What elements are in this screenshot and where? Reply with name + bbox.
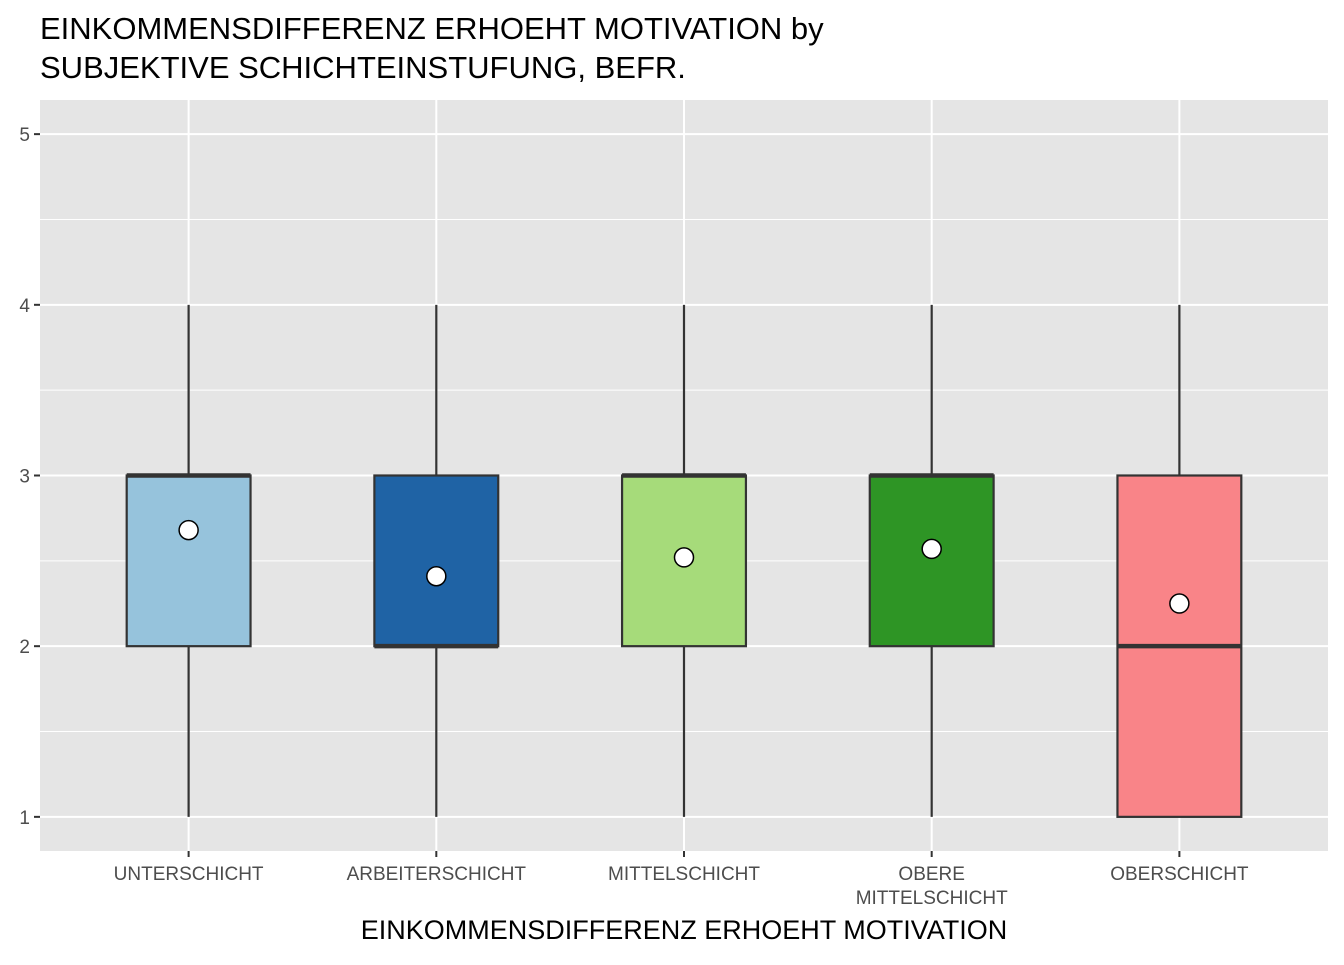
mean-point	[921, 538, 942, 560]
x-tick-label: OBERSCHICHT	[1110, 864, 1249, 885]
y-tick-label: 5	[19, 125, 30, 146]
x-axis-label: EINKOMMENSDIFFERENZ ERHOEHT MOTIVATION	[361, 915, 1008, 945]
y-tick-label: 2	[19, 637, 30, 658]
x-tick-label: ARBEITERSCHICHT	[347, 864, 527, 885]
box	[373, 474, 500, 648]
chart-title-line1: EINKOMMENSDIFFERENZ ERHOEHT MOTIVATION b…	[40, 11, 824, 46]
x-tick-label: OBERE MITTELSCHICHT	[856, 864, 1008, 909]
y-axis: 1 2 3 4 5	[19, 125, 40, 829]
boxes	[125, 304, 1243, 818]
mean-point	[178, 519, 199, 541]
mean-point	[426, 565, 447, 587]
y-tick-label: 4	[19, 296, 30, 317]
mean-point	[1169, 593, 1190, 614]
box-group	[125, 304, 252, 817]
chart-title-line2: SUBJEKTIVE SCHICHTEINSTUFUNG, BEFR.	[40, 50, 686, 85]
x-tick-label: MITTELSCHICHT	[608, 864, 760, 885]
box-group	[373, 304, 500, 817]
box	[868, 474, 995, 648]
box-group	[620, 304, 748, 817]
box	[125, 474, 252, 648]
mean-point	[673, 547, 695, 568]
y-tick-label: 1	[19, 808, 30, 829]
x-tick-label: UNTERSCHICHT	[114, 864, 264, 885]
box-group	[1116, 304, 1243, 818]
x-axis: UNTERSCHICHT ARBEITERSCHICHT MITTELSCHICHT…	[114, 851, 1249, 909]
y-tick-label: 3	[19, 467, 30, 488]
box-group	[868, 304, 995, 817]
